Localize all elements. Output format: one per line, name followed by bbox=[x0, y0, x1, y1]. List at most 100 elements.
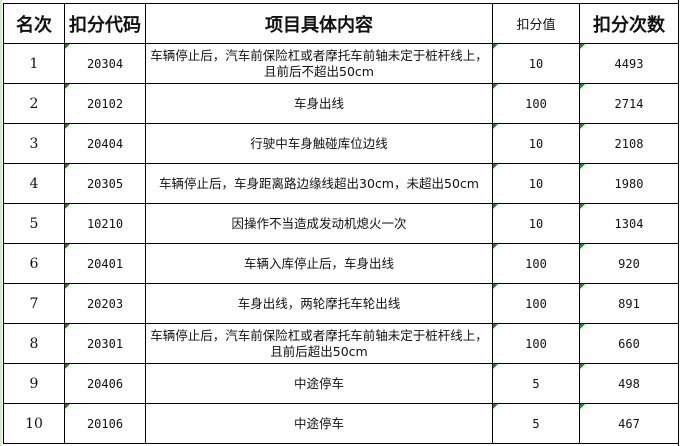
cell-points[interactable]: 10 bbox=[492, 203, 580, 244]
cell-text: 891 bbox=[618, 296, 640, 311]
cell-points[interactable]: 100 bbox=[492, 243, 580, 284]
header-count[interactable]: 扣分次数 bbox=[579, 3, 679, 44]
cell-text: 4493 bbox=[614, 56, 644, 71]
cell-rank[interactable]: 3 bbox=[3, 123, 65, 164]
cell-points[interactable]: 100 bbox=[492, 83, 580, 124]
number-as-text-indicator-icon bbox=[493, 204, 498, 209]
cell-content[interactable]: 中途停车 bbox=[145, 363, 493, 404]
gridline bbox=[678, 0, 684, 446]
cell-text: 因操作不当造成发动机熄火一次 bbox=[231, 215, 407, 231]
header-rank[interactable]: 名次 bbox=[3, 3, 65, 44]
cell-code[interactable]: 20404 bbox=[64, 123, 146, 164]
cell-text: 498 bbox=[618, 376, 640, 391]
cell-content[interactable]: 车身出线，两轮摩托车轮出线 bbox=[145, 283, 493, 324]
header-content[interactable]: 项目具体内容 bbox=[145, 3, 493, 44]
cell-text: 920 bbox=[618, 256, 640, 271]
cell-content[interactable]: 因操作不当造成发动机熄火一次 bbox=[145, 203, 493, 244]
cell-code[interactable]: 10210 bbox=[64, 203, 146, 244]
cell-text: 6 bbox=[29, 255, 39, 272]
cell-rank[interactable]: 5 bbox=[3, 203, 65, 244]
number-as-text-indicator-icon bbox=[65, 124, 70, 129]
cell-text: 车辆入库停止后，车身出线 bbox=[243, 255, 394, 271]
cell-text: 100 bbox=[525, 256, 547, 271]
cell-count[interactable]: 2108 bbox=[579, 123, 679, 164]
cell-rank[interactable]: 6 bbox=[3, 243, 65, 284]
cell-points[interactable]: 5 bbox=[492, 403, 580, 444]
cell-content[interactable]: 车辆停止后，汽车前保险杠或者摩托车前轴未定于桩杆线上，且前后不超出50cm bbox=[145, 43, 493, 84]
cell-code[interactable]: 20203 bbox=[64, 283, 146, 324]
cell-code[interactable]: 20106 bbox=[64, 403, 146, 444]
number-as-text-indicator-icon bbox=[580, 44, 585, 49]
cell-rank[interactable]: 10 bbox=[3, 403, 65, 444]
number-as-text-indicator-icon bbox=[493, 84, 498, 89]
cell-code[interactable]: 20401 bbox=[64, 243, 146, 284]
cell-count[interactable]: 4493 bbox=[579, 43, 679, 84]
number-as-text-indicator-icon bbox=[493, 164, 498, 169]
cell-code[interactable]: 20406 bbox=[64, 363, 146, 404]
cell-text: 2714 bbox=[614, 96, 644, 111]
cell-text: 10 bbox=[528, 56, 544, 71]
cell-points[interactable]: 5 bbox=[492, 363, 580, 404]
table-row: 8 20301 车辆停止后，汽车前保险杠或者摩托车前轴未定于桩杆线上，且前后超出50… bbox=[3, 323, 679, 364]
cell-code[interactable]: 20102 bbox=[64, 83, 146, 124]
cell-rank[interactable]: 4 bbox=[3, 163, 65, 204]
cell-text: 2 bbox=[29, 95, 39, 112]
cell-text: 8 bbox=[29, 335, 39, 352]
number-as-text-indicator-icon bbox=[580, 324, 585, 329]
header-points[interactable]: 扣分值 bbox=[492, 3, 580, 44]
cell-content[interactable]: 车辆停止后，车身距离路边缘线超出30cm，未超出50cm bbox=[145, 163, 493, 204]
cell-count[interactable]: 467 bbox=[579, 403, 679, 444]
cell-text: 3 bbox=[29, 135, 39, 152]
cell-content[interactable]: 行驶中车身触碰库位边线 bbox=[145, 123, 493, 164]
table-row: 3 20404 行驶中车身触碰库位边线 10 2108 bbox=[3, 123, 679, 164]
cell-count[interactable]: 891 bbox=[579, 283, 679, 324]
cell-count[interactable]: 498 bbox=[579, 363, 679, 404]
number-as-text-indicator-icon bbox=[65, 284, 70, 289]
cell-rank[interactable]: 2 bbox=[3, 83, 65, 124]
cell-text: 100 bbox=[525, 96, 547, 111]
cell-text: 1304 bbox=[614, 216, 644, 231]
cell-text: 5 bbox=[29, 215, 39, 232]
cell-rank[interactable]: 7 bbox=[3, 283, 65, 324]
cell-count[interactable]: 2714 bbox=[579, 83, 679, 124]
cell-count[interactable]: 1304 bbox=[579, 203, 679, 244]
cell-text: 20102 bbox=[86, 96, 124, 111]
number-as-text-indicator-icon bbox=[580, 284, 585, 289]
number-as-text-indicator-icon bbox=[65, 364, 70, 369]
cell-text: 5 bbox=[532, 416, 540, 431]
cell-rank[interactable]: 9 bbox=[3, 363, 65, 404]
cell-points[interactable]: 100 bbox=[492, 323, 580, 364]
cell-text: 20404 bbox=[86, 136, 124, 151]
cell-rank[interactable]: 8 bbox=[3, 323, 65, 364]
cell-rank[interactable]: 1 bbox=[3, 43, 65, 84]
cell-text: 20304 bbox=[86, 56, 124, 71]
cell-text: 10210 bbox=[86, 216, 124, 231]
cell-content[interactable]: 车辆入库停止后，车身出线 bbox=[145, 243, 493, 284]
table-row: 7 20203 车身出线，两轮摩托车轮出线 100 891 bbox=[3, 283, 679, 324]
cell-content[interactable]: 车身出线 bbox=[145, 83, 493, 124]
cell-code[interactable]: 20305 bbox=[64, 163, 146, 204]
cell-points[interactable]: 10 bbox=[492, 163, 580, 204]
cell-points[interactable]: 100 bbox=[492, 283, 580, 324]
number-as-text-indicator-icon bbox=[65, 404, 70, 409]
cell-text: 车身出线 bbox=[293, 95, 344, 111]
cell-text: 中途停车 bbox=[293, 415, 344, 431]
cell-content[interactable]: 车辆停止后，汽车前保险杠或者摩托车前轴未定于桩杆线上，且前后超出50cm bbox=[145, 323, 493, 364]
number-as-text-indicator-icon bbox=[65, 204, 70, 209]
cell-code[interactable]: 20301 bbox=[64, 323, 146, 364]
header-code[interactable]: 扣分代码 bbox=[64, 3, 146, 44]
cell-code[interactable]: 20304 bbox=[64, 43, 146, 84]
cell-text: 660 bbox=[618, 336, 640, 351]
number-as-text-indicator-icon bbox=[580, 164, 585, 169]
cell-content[interactable]: 中途停车 bbox=[145, 403, 493, 444]
cell-text: 100 bbox=[525, 296, 547, 311]
cell-points[interactable]: 10 bbox=[492, 123, 580, 164]
cell-count[interactable]: 660 bbox=[579, 323, 679, 364]
cell-text: 10 bbox=[528, 136, 544, 151]
cell-text: 10 bbox=[528, 216, 544, 231]
cell-count[interactable]: 1980 bbox=[579, 163, 679, 204]
cell-text: 9 bbox=[29, 375, 39, 392]
cell-count[interactable]: 920 bbox=[579, 243, 679, 284]
number-as-text-indicator-icon bbox=[493, 364, 498, 369]
cell-points[interactable]: 10 bbox=[492, 43, 580, 84]
